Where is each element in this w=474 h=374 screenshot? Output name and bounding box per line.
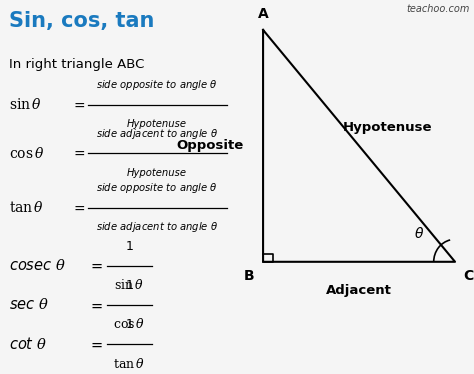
Text: cosec $\theta$: cosec $\theta$ — [9, 258, 66, 273]
Text: sec $\theta$: sec $\theta$ — [9, 297, 49, 312]
Text: 1: 1 — [125, 318, 133, 331]
Text: $=$: $=$ — [71, 98, 86, 112]
Text: Sin, cos, tan: Sin, cos, tan — [9, 11, 155, 31]
Text: side adjacent to angle $\theta$: side adjacent to angle $\theta$ — [96, 220, 218, 234]
Text: 1: 1 — [125, 240, 133, 252]
Text: $\cos\theta$: $\cos\theta$ — [113, 317, 146, 331]
Text: Hypotenuse: Hypotenuse — [343, 121, 432, 134]
Text: $=$: $=$ — [88, 337, 103, 352]
Text: $\theta$: $\theta$ — [414, 226, 425, 241]
Text: $\tan\theta$: $\tan\theta$ — [9, 200, 45, 215]
Text: Hypotenuse: Hypotenuse — [127, 119, 187, 129]
Text: $\sin\theta$: $\sin\theta$ — [9, 97, 42, 112]
Text: side opposite to angle $\theta$: side opposite to angle $\theta$ — [96, 181, 218, 195]
Text: $=$: $=$ — [88, 297, 103, 312]
Text: $=$: $=$ — [88, 258, 103, 273]
Text: side adjacent to angle $\theta$: side adjacent to angle $\theta$ — [96, 127, 218, 141]
Text: In right triangle ABC: In right triangle ABC — [9, 58, 145, 71]
Text: A: A — [258, 7, 268, 21]
Text: $\cos\theta$: $\cos\theta$ — [9, 146, 45, 161]
Text: $=$: $=$ — [71, 146, 86, 160]
Text: $=$: $=$ — [71, 200, 86, 215]
Text: Opposite: Opposite — [177, 140, 244, 152]
Text: 1: 1 — [125, 279, 133, 292]
Text: Adjacent: Adjacent — [326, 284, 392, 297]
Text: side opposite to angle $\theta$: side opposite to angle $\theta$ — [96, 78, 218, 92]
Text: C: C — [464, 269, 474, 282]
Text: teachoo.com: teachoo.com — [406, 4, 469, 14]
Text: Hypotenuse: Hypotenuse — [127, 168, 187, 178]
Text: $\sin\theta$: $\sin\theta$ — [114, 278, 144, 292]
Text: $\tan\theta$: $\tan\theta$ — [113, 356, 145, 371]
Text: B: B — [244, 269, 255, 282]
Text: cot $\theta$: cot $\theta$ — [9, 336, 47, 352]
